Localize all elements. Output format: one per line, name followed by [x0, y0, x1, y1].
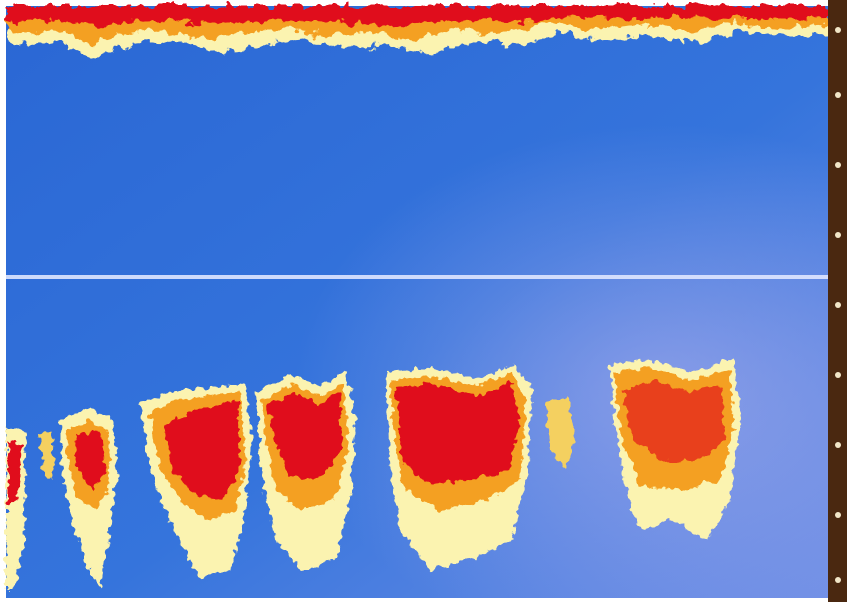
- scale-marker: [835, 372, 841, 378]
- scale-marker: [835, 577, 841, 583]
- scale-marker: [835, 232, 841, 238]
- scale-marker: [835, 442, 841, 448]
- page: [0, 0, 847, 602]
- school-core: [396, 382, 520, 484]
- scale-strip: [828, 0, 847, 602]
- scale-marker: [835, 92, 841, 98]
- scale-marker: [835, 27, 841, 33]
- sonar-screen: [0, 0, 847, 602]
- scale-marker: [835, 302, 841, 308]
- depth-line: [6, 275, 828, 279]
- scale-marker: [835, 162, 841, 168]
- scale-marker: [835, 512, 841, 518]
